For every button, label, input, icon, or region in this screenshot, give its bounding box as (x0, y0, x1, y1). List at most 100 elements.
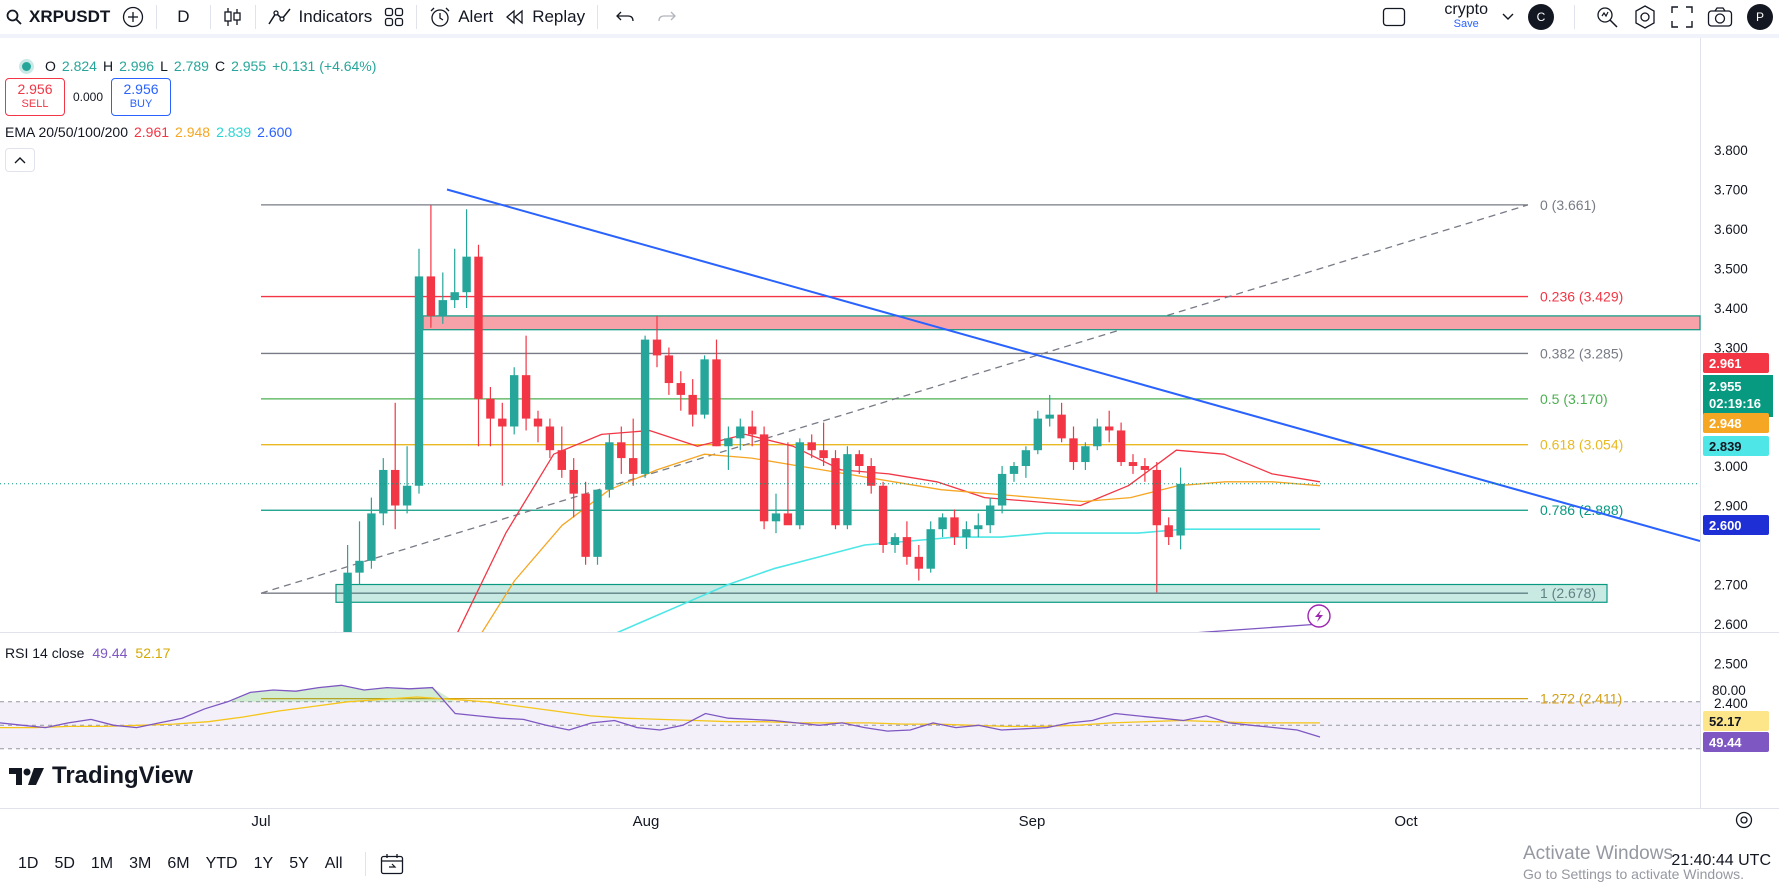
chart-canvas[interactable]: 0 (3.661) 0.236 (3.429) 0.382 (3.285) 0.5 (… (0, 38, 1779, 842)
square-icon[interactable] (1382, 6, 1406, 28)
high-label: H (102, 58, 114, 74)
rsi-ma-axis-tag: 52.17 (1703, 711, 1769, 731)
symbol-search-button[interactable]: XRPUSDT (0, 0, 116, 34)
quick-search-icon[interactable] (1595, 5, 1619, 29)
chevron-down-icon[interactable] (1502, 13, 1514, 21)
buy-button[interactable]: 2.956 BUY (111, 78, 172, 116)
candle-body (974, 525, 983, 530)
range-all[interactable]: All (324, 854, 343, 872)
rsi-legend[interactable]: RSI 14 close 49.44 52.17 (5, 645, 170, 661)
candle-body (843, 454, 852, 526)
symbol-name: XRPUSDT (29, 7, 111, 26)
buy-price: 2.956 (123, 81, 159, 97)
buy-label: BUY (129, 98, 153, 110)
settings-icon[interactable] (1633, 5, 1657, 29)
candle-body (652, 339, 662, 356)
calendar-goto-icon[interactable] (380, 853, 404, 875)
sell-price: 2.956 (17, 81, 53, 97)
range-5d[interactable]: 5D (54, 854, 75, 872)
sell-button[interactable]: 2.956 SELL (5, 78, 65, 116)
candle-body (426, 276, 436, 316)
indicators-button[interactable]: Indicators (262, 0, 379, 34)
price-tick-label: 2.400 (1714, 696, 1748, 711)
chart-type-button[interactable] (217, 0, 249, 34)
candlesticks (335, 205, 1185, 632)
candle-body (569, 469, 578, 494)
layout-name: crypto (1444, 1, 1488, 18)
price-tick-label: 2.500 (1714, 657, 1748, 672)
undo-button[interactable] (604, 0, 646, 34)
zone-rectangles[interactable] (335, 315, 1701, 603)
tradingview-logo-icon (8, 765, 46, 787)
camera-icon[interactable] (1707, 6, 1733, 28)
pane-separator (0, 632, 1779, 633)
range-3m[interactable]: 3M (129, 854, 152, 872)
ema-title: EMA 20/50/100/200 (5, 124, 128, 140)
rsi-line (0, 684, 1321, 738)
candle-body (1009, 466, 1019, 474)
candle-body (712, 359, 721, 447)
candle-body (902, 537, 912, 557)
profile-avatar[interactable]: P (1747, 4, 1773, 30)
interval-button[interactable]: D (163, 0, 203, 34)
redo-button[interactable] (646, 0, 688, 34)
range-1d[interactable]: 1D (18, 854, 39, 872)
alert-button[interactable]: Alert (423, 0, 499, 34)
ema100-line (616, 528, 1320, 632)
price-tick-label: 2.900 (1714, 499, 1748, 514)
candle-body (771, 513, 781, 522)
range-1y[interactable]: 1Y (253, 854, 274, 872)
candles-icon (223, 6, 243, 28)
close-value: 2.955 (231, 58, 267, 74)
price-tick-label: 2.600 (1714, 617, 1748, 632)
ema-legend[interactable]: EMA 20/50/100/200 2.961 2.948 2.839 2.60… (5, 124, 292, 140)
candle-body (1021, 450, 1031, 466)
candle-body (1033, 418, 1042, 451)
replay-label: Replay (532, 7, 586, 26)
trendlines[interactable] (0, 188, 1700, 628)
candle-body (343, 572, 352, 632)
candle-body (605, 442, 614, 490)
candle-body (1093, 426, 1102, 447)
chart-grid (0, 38, 1779, 809)
candle-body (950, 517, 959, 538)
indicators-icon (267, 7, 292, 27)
candle-body (402, 485, 412, 506)
candle-body (914, 556, 923, 569)
candle-body (759, 434, 769, 522)
compare-symbol-button[interactable] (116, 0, 150, 34)
fullscreen-icon[interactable] (1671, 6, 1693, 28)
fib-retracement[interactable]: 0 (3.661) 0.236 (3.429) 0.382 (3.285) 0.5 (… (260, 197, 1623, 707)
candle-body (736, 426, 745, 439)
rewind-icon (505, 9, 525, 25)
replay-button[interactable]: Replay (499, 0, 591, 34)
range-1m[interactable]: 1M (90, 854, 114, 872)
avatar[interactable]: C (1528, 4, 1554, 30)
range-ytd[interactable]: YTD (205, 854, 238, 872)
rsi-lines (0, 684, 1321, 738)
templates-button[interactable] (378, 0, 410, 34)
utc-clock[interactable]: 21:40:44 UTC (1671, 852, 1771, 869)
range-6m[interactable]: 6M (167, 854, 190, 872)
layout-name-button[interactable]: crypto Save (1444, 1, 1488, 31)
ema200-axis-tag: 2.600 (1703, 515, 1769, 535)
close-label: C (214, 58, 226, 74)
candle-body (664, 355, 674, 384)
ema50-value: 2.948 (175, 124, 211, 140)
range-5y[interactable]: 5Y (289, 854, 309, 872)
ohlc-legend: O 2.824 H 2.996 L 2.789 C 2.955 +0.131 (+4.6… (22, 58, 376, 74)
market-status-dot[interactable] (22, 61, 31, 71)
time-axis[interactable]: Jul Aug Sep Oct (251, 811, 1753, 831)
candle-body (938, 517, 947, 530)
search-icon (6, 9, 22, 25)
ema-lines (457, 429, 1321, 632)
top-toolbar: XRPUSDT D Indicators (0, 0, 1779, 38)
time-tick-label: Sep (1019, 813, 1046, 830)
candle-body (629, 458, 638, 474)
rsi-tick-label: 80.00 (1712, 683, 1746, 698)
collapse-legend-button[interactable] (5, 148, 35, 172)
candle-body (391, 469, 400, 506)
sell-label: SELL (21, 98, 49, 110)
tradingview-logo[interactable]: TradingView (8, 762, 193, 790)
